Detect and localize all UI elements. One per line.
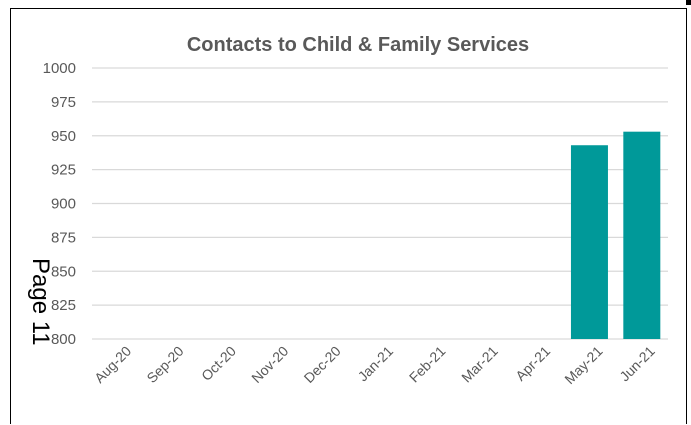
x-tick-label: Jan-21 — [355, 343, 397, 385]
y-tick-label: 1000 — [43, 60, 76, 77]
y-tick-label: 975 — [51, 94, 76, 111]
y-tick-label: 800 — [51, 331, 76, 348]
x-tick-label: Aug-20 — [91, 343, 134, 386]
y-axis-ticks: 1000 975 950 925 900 875 850 825 800 — [43, 60, 76, 348]
x-tick-label: May-21 — [561, 343, 605, 387]
x-tick-label: Sep-20 — [143, 343, 186, 386]
y-tick-label: 850 — [51, 263, 76, 280]
x-tick-label: Jun-21 — [616, 343, 658, 385]
bar-may-21 — [570, 145, 608, 339]
x-tick-label: Nov-20 — [248, 343, 291, 386]
x-tick-label: Apr-21 — [512, 343, 553, 384]
y-tick-label: 925 — [51, 162, 76, 179]
y-tick-label: 900 — [51, 196, 76, 213]
x-tick-label: Feb-21 — [406, 343, 449, 386]
bar-jun-21 — [623, 131, 661, 339]
y-tick-label: 950 — [51, 128, 76, 145]
corner-mark — [686, 0, 691, 5]
y-tick-label: 825 — [51, 297, 76, 314]
chart-title: Contacts to Child & Family Services — [187, 34, 529, 56]
x-tick-label: Oct-20 — [198, 343, 239, 384]
page-number-label: Page 11 — [27, 258, 54, 346]
x-tick-label: Mar-21 — [458, 343, 501, 386]
x-tick-label: Dec-20 — [301, 343, 344, 386]
bars — [570, 131, 661, 339]
x-axis-ticks: Aug-20 Sep-20 Oct-20 Nov-20 Dec-20 Jan-21 Feb-… — [91, 343, 658, 387]
y-tick-label: 875 — [51, 229, 76, 246]
